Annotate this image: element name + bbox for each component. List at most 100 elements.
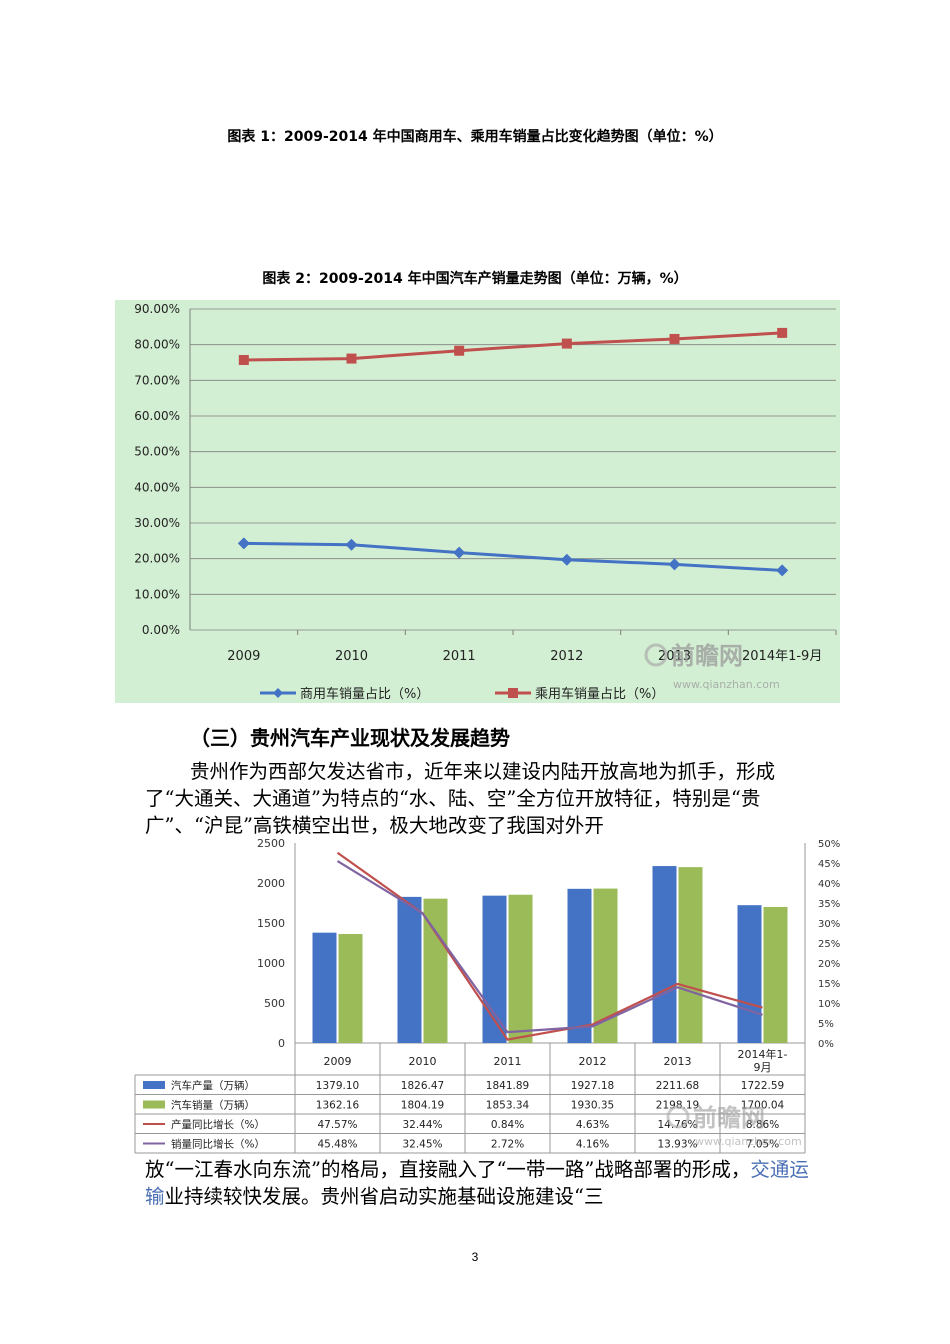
chart2-x-label: 2011 [494, 1055, 522, 1068]
chart2-table-cell: 47.57% [317, 1119, 357, 1131]
chart1-point [237, 537, 250, 550]
chart1-y-tick: 80.00% [134, 338, 180, 352]
chart1-caption: 图表 1：2009-2014 年中国商用车、乘用车销量占比变化趋势图（单位：%） [227, 129, 723, 145]
chart1-background [115, 300, 840, 703]
chart1-x-label: 2012 [550, 649, 583, 664]
chart1-legend-marker [508, 688, 518, 698]
transport-link[interactable]: 交通运输 [145, 1158, 809, 1208]
chart2-y-right-tick: 15% [818, 979, 840, 990]
chart2-y-right-tick: 50% [818, 839, 840, 850]
chart1-x-label: 2014年1-9月 [742, 649, 822, 664]
chart2-x-label: 2009 [324, 1055, 352, 1068]
chart2-table-cell: 0.84% [491, 1119, 524, 1131]
chart1-point [776, 564, 789, 577]
chart2-y-right-tick: 10% [818, 999, 840, 1010]
chart2-y-left-tick: 1000 [257, 957, 285, 970]
chart1-y-tick: 10.00% [134, 587, 180, 601]
chart2-table-cell: 8.86% [746, 1119, 779, 1131]
chart1-series-line [243, 331, 783, 362]
chart1-point [238, 355, 249, 366]
chart2-legend-label: 汽车产量（万辆） [171, 1079, 255, 1092]
chart2-growth-line [336, 860, 763, 1034]
watermark-logo-icon [666, 1105, 690, 1129]
chart1-x-label: 2010 [335, 649, 368, 664]
chart1-x-label: 2011 [443, 649, 476, 664]
chart2-caption: 图表 2：2009-2014 年中国汽车产销量走势图（单位：万辆，%） [262, 271, 688, 287]
chart2-legend-label: 销量同比增长（%） [171, 1138, 265, 1151]
chart2-x-label: 2012 [579, 1055, 607, 1068]
chart1-y-tick: 60.00% [134, 409, 180, 423]
chart2-x-label: 2013 [664, 1055, 692, 1068]
page-number: 3 [471, 1250, 479, 1264]
chart2-bar [397, 896, 422, 1043]
chart2-table-cell: 1841.89 [486, 1080, 529, 1092]
chart1-legend-label: 乘用车销量占比（%） [535, 686, 664, 702]
chart2-table-cell: 2.72% [491, 1139, 524, 1151]
chart2-y-left-tick: 500 [264, 997, 285, 1010]
chart2-table-cell: 7.05% [746, 1139, 779, 1151]
chart2-table-cell: 1362.16 [316, 1100, 360, 1112]
chart2-x-label: 2010 [409, 1055, 437, 1068]
chart2-table-cell: 1379.10 [316, 1080, 359, 1092]
chart2-table-cell: 1930.35 [571, 1100, 614, 1112]
chart2-x-label: 2014年1- [738, 1047, 788, 1061]
chart2-table-cell: 1927.18 [571, 1080, 614, 1092]
chart2-table-cell: 32.45% [402, 1139, 442, 1151]
chart2-table-cell: 32.44% [402, 1119, 442, 1131]
chart1-x-label: 2009 [227, 649, 260, 664]
chart2-legend-label: 汽车销量（万辆） [171, 1099, 255, 1112]
chart2-table-cell: 1722.59 [741, 1080, 784, 1092]
chart2-table-cell: 1853.34 [486, 1100, 530, 1112]
section-heading: （三）贵州汽车产业现状及发展趋势 [190, 726, 510, 750]
chart1-point [560, 553, 573, 566]
chart2-table-cell: 45.48% [317, 1139, 357, 1151]
chart1-legend-marker [273, 688, 283, 698]
chart2-table-cell: 13.93% [657, 1139, 697, 1151]
chart2-bar [312, 932, 337, 1043]
chart2-legend-swatch [143, 1100, 165, 1109]
chart2-legend-label: 产量同比增长（%） [171, 1118, 265, 1131]
chart1-y-tick: 20.00% [134, 552, 180, 566]
paragraph-2-text-b: 业持续较快发展。贵州省启动实施基础设施建设“三 [164, 1185, 604, 1208]
chart1-y-tick: 50.00% [134, 445, 180, 459]
chart2-table-cell: 1700.04 [741, 1100, 785, 1112]
chart2-watermark-brand: 前瞻网 [693, 1104, 765, 1132]
chart2-y-left-tick: 2000 [257, 877, 285, 890]
chart1-watermark-brand: 前瞻网 [671, 642, 743, 670]
chart1-y-tick: 30.00% [134, 516, 180, 530]
paragraph-2: 放“一江春水向东流”的格局，直接融入了“一带一路”战略部署的形成，交通运输业持续… [145, 1156, 810, 1210]
chart1-point [668, 558, 681, 571]
chart2-bar [567, 888, 592, 1043]
chart2-bar [652, 866, 677, 1043]
chart2-table-cell: 2198.19 [656, 1100, 699, 1112]
chart1-y-tick: 40.00% [134, 480, 180, 494]
watermark-logo-icon [644, 643, 668, 667]
chart2-bar [678, 867, 703, 1043]
chart1-watermark-url: www.qianzhan.com [673, 678, 780, 691]
chart2-legend-swatch [143, 1081, 165, 1089]
chart1-y-tick: 90.00% [134, 302, 180, 316]
chart2-bar [737, 905, 762, 1043]
chart1-y-tick: 0.00% [142, 623, 180, 637]
chart2-x-label-cont: 9月 [754, 1061, 772, 1074]
paragraph-1: 贵州作为西部欠发达省市，近年来以建设内陆开放高地为抓手，形成了“大通关、大通道”… [145, 760, 776, 837]
chart2-y-right-tick: 25% [818, 939, 840, 950]
chart2-y-right-tick: 30% [818, 919, 840, 930]
chart1-series-line [243, 541, 783, 572]
chart2-bar [763, 906, 788, 1043]
production-sales-combo-chart: 0 500 1000 1500 2000 2500 0% 5% 10% 15% 20% 25% 30% 3… [130, 837, 848, 1155]
chart1-point [561, 338, 572, 349]
chart2-growth-line [336, 851, 763, 1041]
chart2-table-cell: 1804.19 [401, 1100, 444, 1112]
chart1-point [345, 538, 358, 551]
chart2-y-left-tick: 0 [278, 1037, 285, 1050]
chart1-point [346, 353, 357, 364]
chart2-y-right-tick: 35% [818, 899, 840, 910]
paragraph-2-text-a: 放“一江春水向东流”的格局，直接融入了“一带一路”战略部署的形成， [145, 1158, 751, 1181]
chart2-bar [423, 898, 448, 1043]
chart1-y-tick: 70.00% [134, 373, 180, 387]
chart1-point [453, 546, 466, 559]
chart2-y-right-tick: 45% [818, 859, 840, 870]
chart2-y-right-tick: 20% [818, 959, 840, 970]
chart2-table-cell: 4.63% [576, 1119, 609, 1131]
